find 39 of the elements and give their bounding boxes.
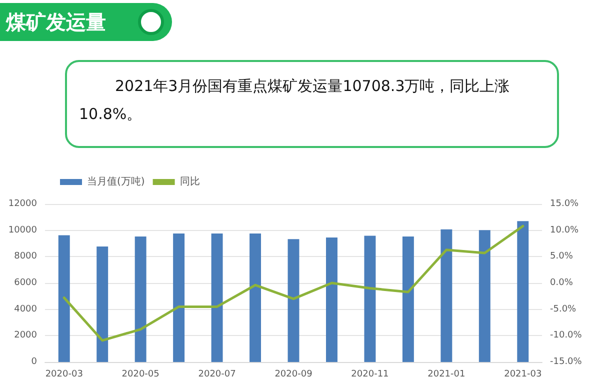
bar [134,236,146,362]
bar [211,233,223,362]
y2-tick-label: 0.0% [550,278,574,288]
bar [326,237,338,362]
y-tick-label: 10000 [8,225,38,236]
bar [517,221,529,362]
bar [250,233,262,362]
y2-tick-label: -10.0% [550,330,582,341]
x-tick-label: 2020-03 [45,370,83,380]
bar [173,233,185,362]
bar [96,246,108,362]
y-tick-label: 0 [31,357,38,367]
y-tick-label: 12000 [8,199,38,209]
y2-tick-label: -5.0% [550,304,577,314]
x-tick-label: 2021-03 [504,370,542,380]
x-tick-label: 2020-09 [274,370,313,380]
legend-label: 当月值(万吨) [87,176,145,188]
y2-tick-label: 15.0% [550,199,580,209]
y2-tick-label: 10.0% [550,225,580,236]
bar [288,239,300,362]
bar [402,236,414,362]
x-tick-label: 2021-01 [428,370,466,380]
y-tick-label: 8000 [14,252,38,262]
x-tick-label: 2020-11 [351,370,389,380]
y-tick-label: 6000 [14,278,38,288]
y2-tick-label: -15.0% [550,357,582,367]
x-tick-label: 2020-07 [198,370,236,380]
x-tick-label: 2020-05 [122,370,160,380]
bar [440,229,452,362]
legend-label: 同比 [180,176,200,188]
bar [364,236,376,362]
chart-subtitle: 2021年3月份国有重点煤矿发运量10708.3万吨，同比上涨10.8%。 [65,60,559,148]
chart-title: 煤矿发运量 [6,8,106,36]
y-tick-label: 2000 [14,330,38,341]
y-tick-label: 4000 [14,304,38,314]
y2-tick-label: 5.0% [550,252,574,262]
bar [58,235,70,362]
line-series [62,224,524,342]
bar [478,230,490,362]
